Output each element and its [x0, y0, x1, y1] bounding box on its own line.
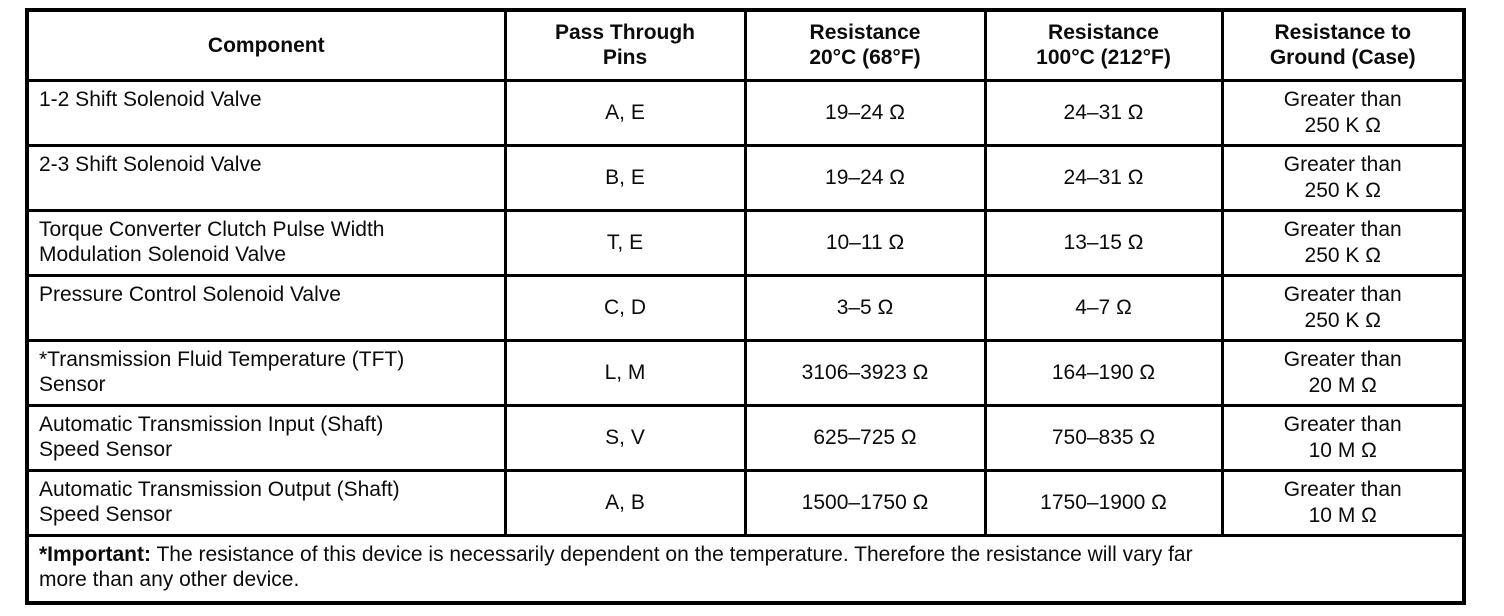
cell-pass-through-pins: T, E: [503, 208, 747, 277]
cell-component: Automatic Transmission Input (Shaft) Spe…: [25, 403, 507, 472]
cell-pass-through-pins: A, B: [503, 468, 747, 537]
cell-resistance-to-ground: Greater than 250 K Ω: [1220, 273, 1466, 342]
cell-pass-through-pins: A, E: [503, 78, 747, 147]
cell-resistance-100c: 13–15 Ω: [983, 208, 1224, 277]
cell-resistance-100c: 24–31 Ω: [983, 143, 1224, 212]
cell-resistance-20c: 10–11 Ω: [743, 208, 987, 277]
resistance-specification-table: Component Pass Through Pins Resistance 2…: [25, 8, 1466, 605]
cell-component: Torque Converter Clutch Pulse Width Modu…: [25, 208, 507, 277]
footnote-label: *Important:: [39, 542, 151, 566]
cell-resistance-to-ground: Greater than 20 M Ω: [1220, 338, 1466, 407]
header-resistance-100c: Resistance 100°C (212°F): [983, 8, 1224, 82]
table-row: 2-3 Shift Solenoid Valve B, E 19–24 Ω 24…: [25, 143, 1466, 212]
cell-component: *Transmission Fluid Temperature (TFT) Se…: [25, 338, 507, 407]
cell-pass-through-pins: L, M: [503, 338, 747, 407]
cell-resistance-to-ground: Greater than 250 K Ω: [1220, 208, 1466, 277]
table-row: Pressure Control Solenoid Valve C, D 3–5…: [25, 273, 1466, 342]
cell-resistance-to-ground: Greater than 10 M Ω: [1220, 468, 1466, 537]
cell-resistance-100c: 4–7 Ω: [983, 273, 1224, 342]
header-row: Component Pass Through Pins Resistance 2…: [25, 8, 1466, 82]
table-row: *Transmission Fluid Temperature (TFT) Se…: [25, 338, 1466, 407]
cell-resistance-100c: 164–190 Ω: [983, 338, 1224, 407]
cell-resistance-to-ground: Greater than 250 K Ω: [1220, 78, 1466, 147]
cell-component: 2-3 Shift Solenoid Valve: [25, 143, 507, 212]
cell-resistance-100c: 1750–1900 Ω: [983, 468, 1224, 537]
cell-resistance-20c: 19–24 Ω: [743, 143, 987, 212]
cell-resistance-20c: 1500–1750 Ω: [743, 468, 987, 537]
cell-pass-through-pins: B, E: [503, 143, 747, 212]
cell-resistance-100c: 24–31 Ω: [983, 78, 1224, 147]
cell-resistance-20c: 625–725 Ω: [743, 403, 987, 472]
cell-resistance-20c: 3–5 Ω: [743, 273, 987, 342]
table-row: 1-2 Shift Solenoid Valve A, E 19–24 Ω 24…: [25, 78, 1466, 147]
footnote-text: The resistance of this device is necessa…: [39, 542, 1193, 591]
table-row: Automatic Transmission Output (Shaft) Sp…: [25, 468, 1466, 537]
cell-resistance-to-ground: Greater than 250 K Ω: [1220, 143, 1466, 212]
header-resistance-20c: Resistance 20°C (68°F): [743, 8, 987, 82]
cell-pass-through-pins: C, D: [503, 273, 747, 342]
cell-resistance-100c: 750–835 Ω: [983, 403, 1224, 472]
cell-pass-through-pins: S, V: [503, 403, 747, 472]
cell-resistance-to-ground: Greater than 10 M Ω: [1220, 403, 1466, 472]
cell-component: 1-2 Shift Solenoid Valve: [25, 78, 507, 147]
table-row: Torque Converter Clutch Pulse Width Modu…: [25, 208, 1466, 277]
cell-component: Pressure Control Solenoid Valve: [25, 273, 507, 342]
footnote-cell: *Important: The resistance of this devic…: [25, 533, 1466, 605]
table-row: Automatic Transmission Input (Shaft) Spe…: [25, 403, 1466, 472]
header-component: Component: [25, 8, 507, 82]
header-resistance-to-ground: Resistance to Ground (Case): [1220, 8, 1466, 82]
cell-resistance-20c: 19–24 Ω: [743, 78, 987, 147]
cell-component: Automatic Transmission Output (Shaft) Sp…: [25, 468, 507, 537]
cell-resistance-20c: 3106–3923 Ω: [743, 338, 987, 407]
footnote-row: *Important: The resistance of this devic…: [25, 533, 1466, 605]
header-pass-through-pins: Pass Through Pins: [503, 8, 747, 82]
